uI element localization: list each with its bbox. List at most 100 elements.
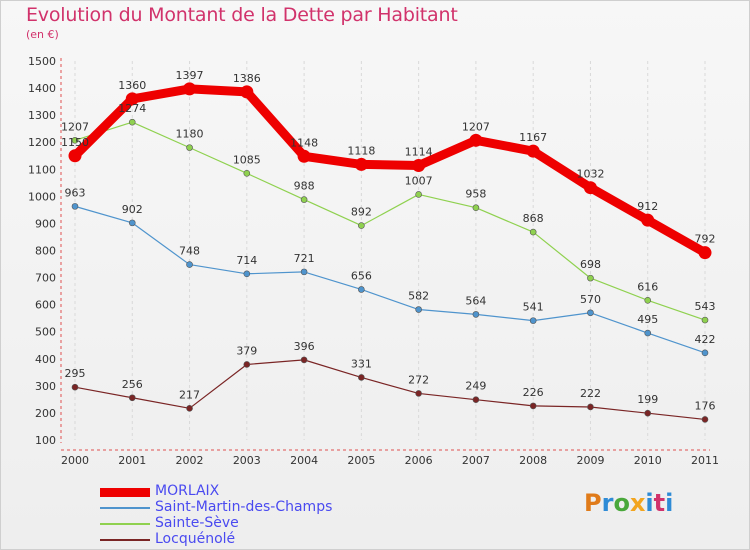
- data-point: [71, 203, 79, 210]
- data-label: 379: [236, 344, 257, 357]
- data-point: [587, 403, 594, 411]
- data-label: 1007: [405, 174, 433, 187]
- data-point: [698, 246, 712, 260]
- x-tick-label: 2004: [290, 454, 318, 467]
- legend-swatch: [100, 523, 150, 525]
- x-tick-label: 2005: [347, 454, 375, 467]
- legend-swatch: [100, 539, 150, 541]
- y-tick-label: 100: [35, 434, 56, 447]
- x-tick-label: 2002: [176, 454, 204, 467]
- data-point: [415, 306, 422, 313]
- data-label: 1085: [233, 153, 261, 166]
- data-label: 422: [695, 333, 716, 346]
- data-point: [644, 329, 652, 337]
- x-tick-label: 2000: [61, 454, 89, 467]
- data-label: 543: [695, 300, 716, 313]
- data-point: [186, 405, 193, 412]
- data-label: 1032: [576, 168, 604, 181]
- data-label: 868: [523, 212, 544, 225]
- data-label: 176: [695, 399, 716, 412]
- data-label: 714: [236, 254, 257, 267]
- series-line: [74, 205, 706, 354]
- data-label: 721: [294, 252, 315, 265]
- y-tick-label: 600: [35, 299, 56, 312]
- x-tick-label: 2010: [634, 454, 662, 467]
- data-label: 199: [637, 393, 658, 406]
- series-line: [74, 359, 706, 421]
- data-label: 912: [637, 200, 658, 213]
- data-point: [415, 390, 422, 397]
- data-point: [529, 317, 537, 324]
- data-point: [71, 383, 79, 391]
- data-point: [358, 286, 365, 293]
- data-point: [529, 402, 537, 410]
- legend-swatch: [100, 507, 150, 509]
- data-label: 902: [122, 203, 143, 216]
- legend-swatch: [100, 487, 150, 497]
- data-label: 295: [65, 367, 86, 380]
- data-label: 616: [637, 280, 658, 293]
- data-point: [526, 144, 540, 158]
- y-tick-label: 1300: [28, 109, 56, 122]
- data-label: 570: [580, 293, 601, 306]
- data-label: 582: [408, 290, 429, 303]
- data-label: 1167: [519, 131, 547, 144]
- data-label: 226: [523, 386, 544, 399]
- data-point: [701, 349, 709, 357]
- data-point: [412, 158, 426, 172]
- y-tick-label: 800: [35, 245, 56, 258]
- data-label: 1207: [61, 120, 89, 133]
- data-point: [186, 261, 193, 268]
- data-point: [469, 133, 483, 147]
- y-tick-label: 1500: [28, 55, 56, 68]
- series-line: [70, 84, 710, 258]
- series-line: [74, 121, 706, 321]
- data-point: [240, 85, 254, 99]
- data-point: [186, 144, 193, 151]
- data-point: [354, 157, 368, 171]
- data-point: [587, 309, 594, 317]
- data-label: 1114: [405, 145, 433, 158]
- x-tick-label: 2008: [519, 454, 547, 467]
- data-point: [243, 361, 251, 368]
- data-point: [701, 316, 709, 324]
- chart-title: Evolution du Montant de la Dette par Hab…: [26, 4, 458, 26]
- y-tick-label: 200: [35, 407, 56, 420]
- data-label: 963: [65, 186, 86, 199]
- legend-label: MORLAIX: [155, 483, 220, 499]
- data-label: 1360: [118, 79, 146, 92]
- data-point: [415, 191, 422, 198]
- legend-label: Locquénolé: [155, 531, 236, 547]
- data-label: 656: [351, 269, 372, 282]
- x-tick-label: 2007: [462, 454, 490, 467]
- data-label: 1207: [462, 120, 490, 133]
- data-point: [529, 228, 537, 236]
- data-point: [644, 297, 652, 304]
- data-label: 698: [580, 258, 601, 271]
- y-tick-label: 1400: [28, 82, 56, 95]
- x-tick-label: 2003: [233, 454, 261, 467]
- data-point: [71, 137, 79, 144]
- data-point: [358, 374, 365, 381]
- y-tick-label: 700: [35, 272, 56, 285]
- data-label: 792: [695, 233, 716, 246]
- data-point: [300, 196, 308, 203]
- data-point: [68, 149, 82, 163]
- x-tick-label: 2011: [691, 454, 719, 467]
- data-label: 495: [637, 313, 658, 326]
- data-label: 988: [294, 180, 315, 193]
- data-label: 256: [122, 378, 143, 391]
- data-label: 1274: [118, 102, 146, 115]
- data-label: 1397: [176, 69, 204, 82]
- data-point: [583, 181, 597, 195]
- data-point: [128, 118, 136, 126]
- data-point: [297, 149, 311, 163]
- data-point: [125, 92, 139, 106]
- proxiti-logo: Proxiti: [584, 489, 674, 517]
- data-point: [358, 222, 365, 229]
- data-label: 1180: [176, 128, 204, 141]
- data-label: 1148: [290, 136, 318, 149]
- data-label: 541: [523, 301, 544, 314]
- data-label: 249: [465, 380, 486, 393]
